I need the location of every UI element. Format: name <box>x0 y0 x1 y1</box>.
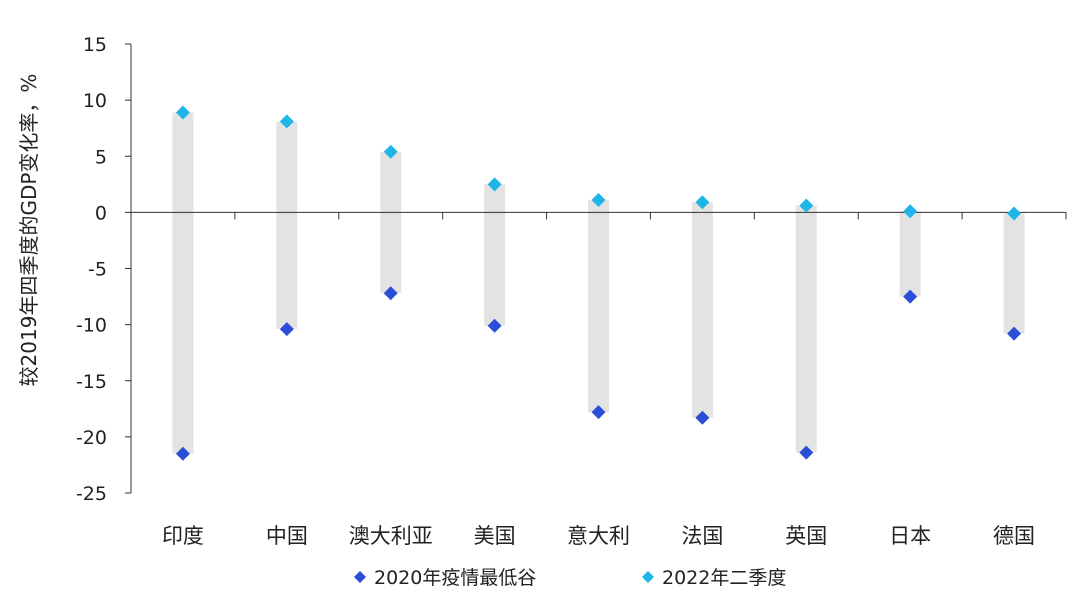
category-label: 意大利 <box>567 524 630 548</box>
category-label: 日本 <box>889 524 931 548</box>
range-bar-6 <box>691 202 713 418</box>
range-bar-3 <box>380 151 402 294</box>
range-bar-2 <box>276 121 298 330</box>
q2-point-9 <box>1007 206 1022 221</box>
low-point-1 <box>175 446 190 461</box>
range-bar-8 <box>899 211 921 297</box>
q2-point-7 <box>799 198 814 213</box>
low-point-2 <box>279 322 294 337</box>
category-label: 美国 <box>474 524 516 548</box>
q2-point-5 <box>591 193 606 208</box>
q2-point-4 <box>487 177 502 192</box>
range-bar-1 <box>172 112 194 454</box>
low-point-4 <box>487 318 502 333</box>
category-label: 澳大利亚 <box>349 524 433 548</box>
range-bar-5 <box>588 200 609 413</box>
category-label: 印度 <box>162 524 204 548</box>
range-bars <box>172 112 1025 454</box>
legend: 2020年疫情最低谷 2022年二季度 <box>354 567 786 589</box>
category-label: 法国 <box>681 524 723 548</box>
legend-label-2: 2022年二季度 <box>662 567 786 589</box>
low-point-8 <box>903 289 918 304</box>
y-tick-label: 10 <box>83 90 107 112</box>
q2-point-3 <box>383 144 398 159</box>
category-label: 德国 <box>993 524 1035 548</box>
y-tick-label: -5 <box>88 259 107 281</box>
y-ticks: 15 10 5 0 -5 -10 -15 -20 -25 <box>76 34 131 505</box>
range-bar-4 <box>484 184 506 326</box>
y-tick-label: 5 <box>95 146 107 168</box>
low-point-5 <box>591 405 606 420</box>
low-point-7 <box>799 445 814 460</box>
y-tick-label: -10 <box>76 315 107 337</box>
q2-point-1 <box>175 105 190 120</box>
q2-point-8 <box>903 204 918 219</box>
range-bar-7 <box>795 205 817 453</box>
y-tick-label: 15 <box>83 34 107 56</box>
low-point-9 <box>1007 326 1022 341</box>
y-tick-label: -25 <box>76 483 107 505</box>
y-axis-title: 较2019年四季度的GDP变化率，% <box>17 74 41 387</box>
low-point-6 <box>695 410 710 425</box>
legend-label-1: 2020年疫情最低谷 <box>374 567 536 589</box>
low-point-3 <box>383 286 398 301</box>
x-labels: 印度 中国 澳大利亚 美国 意大利 法国 英国 日本 德国 <box>162 524 1035 548</box>
markers <box>175 105 1022 461</box>
y-tick-label: -15 <box>76 371 107 393</box>
category-label: 中国 <box>266 524 308 548</box>
y-tick-label: 0 <box>95 202 107 224</box>
y-tick-label: -20 <box>76 427 107 449</box>
q2-point-6 <box>695 195 710 210</box>
legend-marker-2 <box>642 571 654 583</box>
category-label: 英国 <box>785 524 827 548</box>
range-bar-9 <box>1003 213 1025 334</box>
q2-point-2 <box>279 114 294 129</box>
legend-marker-1 <box>354 571 366 583</box>
